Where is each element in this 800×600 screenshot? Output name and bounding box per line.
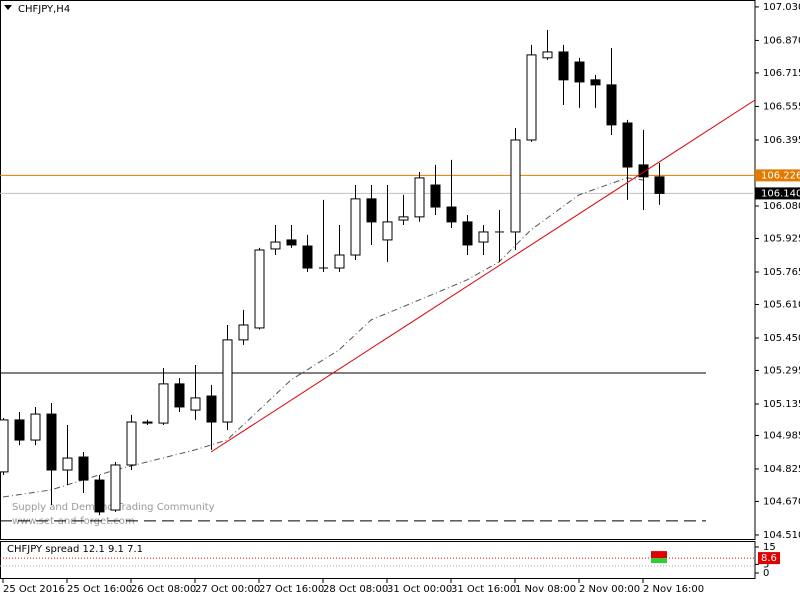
x-tick-label: 27 Oct 16:00	[259, 584, 324, 595]
candle-body	[334, 254, 345, 269]
y-tick-label: 105.135	[763, 399, 800, 410]
price-label: 106.226	[761, 170, 800, 181]
candle-body	[46, 413, 57, 471]
candle-body	[126, 421, 137, 466]
price-label: 106.140	[761, 188, 800, 199]
spread-title: CHFJPY spread 12.1 9.1 7.1	[7, 544, 143, 555]
y-tick-label: 105.925	[763, 233, 800, 244]
y-tick-label: 105.610	[763, 299, 800, 310]
x-tick-label: 25 Oct 16:00	[67, 584, 132, 595]
price-label-box	[755, 187, 800, 200]
x-tick-label: 25 Oct 2016	[3, 584, 65, 595]
candle-body	[542, 51, 553, 59]
candle-body	[142, 421, 153, 424]
y-tick-label: 105.450	[763, 333, 800, 344]
candle-body	[478, 231, 489, 243]
candle-body	[110, 464, 121, 511]
x-tick-label: 31 Oct 00:00	[387, 584, 452, 595]
x-tick-label: 27 Oct 00:00	[195, 584, 260, 595]
menu-arrow[interactable]	[4, 5, 12, 10]
candle-body	[382, 221, 393, 241]
candle-body	[638, 164, 649, 178]
y-tick-label: 106.870	[763, 35, 800, 46]
y-tick-label: 105.765	[763, 267, 800, 278]
y-tick-label: 104.510	[763, 530, 800, 541]
candle-body	[510, 139, 521, 233]
y-tick-label: 104.985	[763, 430, 800, 441]
candle-body	[174, 383, 185, 408]
candle-body	[222, 339, 233, 423]
y-tick-label: 5	[763, 559, 769, 570]
y-tick-label: 106.080	[763, 201, 800, 212]
candle-body	[350, 198, 361, 256]
candle-body	[590, 79, 601, 86]
spread-bar	[651, 551, 667, 559]
candle-body	[462, 221, 473, 246]
y-tick-label: 107.030	[763, 2, 800, 13]
y-tick-label: 15	[763, 542, 776, 553]
y-tick-label: 0	[763, 568, 769, 579]
candle-body	[0, 419, 9, 473]
candle-body	[526, 54, 537, 141]
candle-body	[606, 84, 617, 126]
x-tick-label: 2 Nov 00:00	[579, 584, 640, 595]
spread-label-box	[758, 552, 780, 565]
candle-body	[654, 176, 665, 194]
y-tick-label: 105.295	[763, 365, 800, 376]
candle-body	[254, 249, 265, 329]
watermark: www.set-and-forget.com	[12, 516, 135, 527]
candle-body	[238, 324, 249, 341]
moving-average	[2, 177, 644, 498]
price-label-box	[755, 169, 800, 182]
x-tick-label: 1 Nov 08:00	[515, 584, 576, 595]
candle-body	[622, 122, 633, 168]
candle-body	[398, 216, 409, 221]
candle-body	[558, 51, 569, 81]
candle-body	[270, 241, 281, 250]
y-tick-label: 106.395	[763, 135, 800, 146]
x-tick-label: 31 Oct 16:00	[451, 584, 516, 595]
candle-body	[94, 479, 105, 513]
candle-body	[430, 184, 441, 208]
candle-body	[158, 383, 169, 424]
main-frame	[0, 0, 756, 540]
candle-body	[302, 245, 313, 269]
y-tick-label: 106.555	[763, 101, 800, 112]
candle-body	[206, 395, 217, 423]
y-tick-label: 104.825	[763, 464, 800, 475]
candle-body	[62, 457, 73, 471]
candle-body	[190, 397, 201, 411]
x-tick-label: 2 Nov 16:00	[643, 584, 704, 595]
candle-body	[286, 239, 297, 246]
sub-frame	[0, 541, 756, 579]
spread-bar-low	[651, 558, 667, 564]
candle-body	[366, 198, 377, 223]
chart-title: CHFJPY,H4	[18, 4, 70, 15]
x-tick-label: 26 Oct 08:00	[131, 584, 196, 595]
candle-body	[414, 177, 425, 218]
spread-label: 8.6	[761, 553, 777, 564]
y-tick-label: 104.670	[763, 496, 800, 507]
candle-body	[30, 413, 41, 441]
x-tick-label: 28 Oct 08:00	[323, 584, 388, 595]
candle-body	[446, 206, 457, 223]
candle-body	[78, 456, 89, 481]
candle-body	[574, 61, 585, 83]
y-tick-label: 106.715	[763, 68, 800, 79]
candle-body	[14, 419, 25, 441]
trendline	[210, 99, 756, 453]
